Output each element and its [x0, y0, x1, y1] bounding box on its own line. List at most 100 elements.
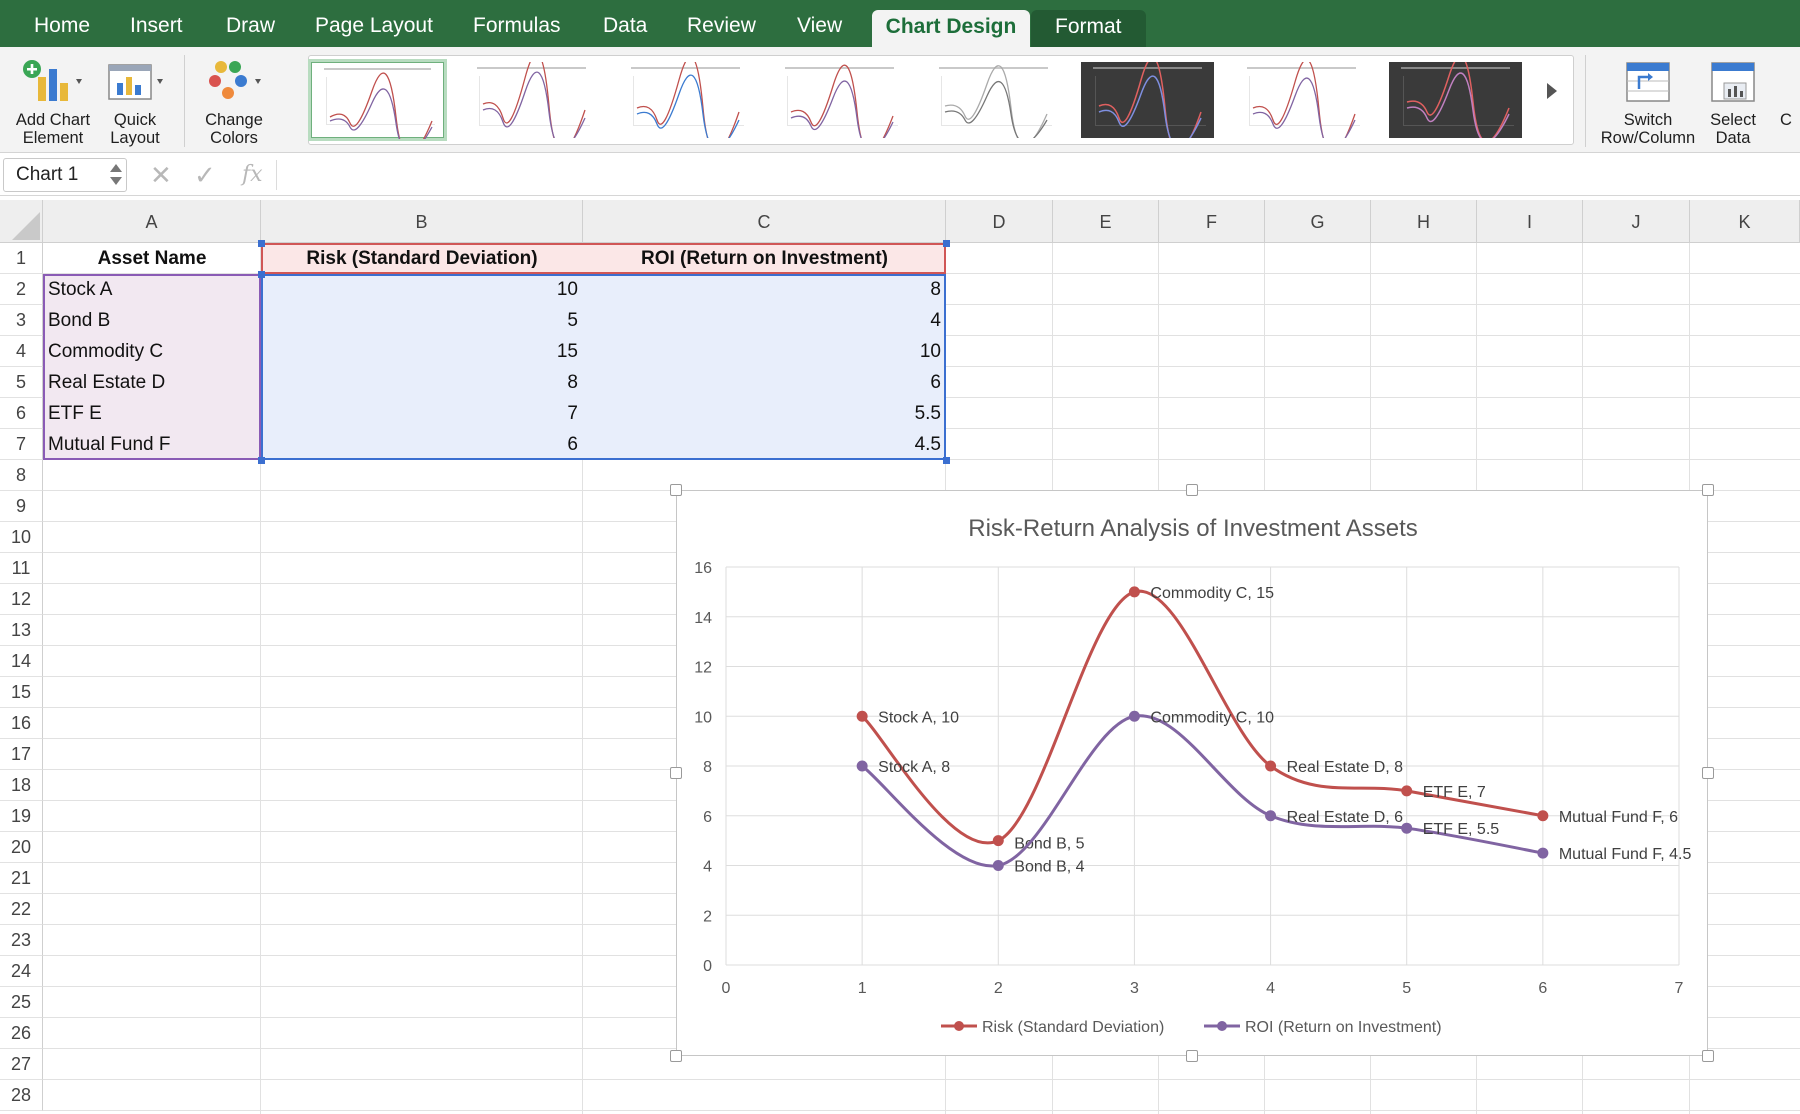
row-header-10[interactable]: 10 [0, 522, 43, 553]
row-header-19[interactable]: 19 [0, 801, 43, 832]
cancel-icon[interactable]: ✕ [150, 160, 172, 190]
row-header-4[interactable]: 4 [0, 336, 43, 367]
roi-cell[interactable]: 10 [919, 341, 941, 362]
chart-resize-handle[interactable] [1186, 1050, 1198, 1062]
formula-input[interactable] [284, 158, 1784, 192]
column-header-g[interactable]: G [1265, 200, 1371, 243]
row-header-13[interactable]: 13 [0, 615, 43, 646]
row-header-11[interactable]: 11 [0, 553, 43, 584]
risk-cell[interactable]: 6 [567, 434, 578, 455]
roi-cell[interactable]: 4 [930, 310, 941, 331]
row-header-2[interactable]: 2 [0, 274, 43, 305]
row-header-7[interactable]: 7 [0, 429, 43, 460]
row-header-16[interactable]: 16 [0, 708, 43, 739]
column-header-j[interactable]: J [1583, 200, 1690, 243]
ribbon-overflow-button[interactable]: C [1780, 47, 1800, 153]
row-header-17[interactable]: 17 [0, 739, 43, 770]
tab-data[interactable]: Data [603, 14, 648, 37]
range-corner-handle[interactable] [943, 457, 950, 464]
column-header-h[interactable]: H [1371, 200, 1477, 243]
chart-object[interactable]: Risk-Return Analysis of Investment Asset… [676, 490, 1708, 1056]
risk-cell[interactable]: 10 [556, 279, 578, 300]
chart-style-2[interactable] [465, 62, 598, 138]
roi-cell[interactable]: 8 [930, 279, 941, 300]
chart-style-6[interactable] [1081, 62, 1214, 138]
tab-insert[interactable]: Insert [130, 14, 183, 37]
row-header-15[interactable]: 15 [0, 677, 43, 708]
range-corner-handle[interactable] [258, 271, 265, 278]
row-header-9[interactable]: 9 [0, 491, 43, 522]
chart-resize-handle[interactable] [1702, 484, 1714, 496]
column-header-i[interactable]: I [1477, 200, 1583, 243]
column-header-k[interactable]: K [1690, 200, 1800, 243]
row-header-28[interactable]: 28 [0, 1080, 43, 1111]
column-header-e[interactable]: E [1053, 200, 1159, 243]
chart-style-5[interactable] [927, 62, 1060, 138]
tab-format[interactable]: Format [1031, 10, 1146, 47]
tab-review[interactable]: Review [687, 14, 756, 37]
row-header-3[interactable]: 3 [0, 305, 43, 336]
tab-page-layout[interactable]: Page Layout [315, 14, 433, 37]
change-colors-button[interactable]: Change Colors [192, 47, 276, 153]
risk-cell[interactable]: 8 [567, 372, 578, 393]
row-header-27[interactable]: 27 [0, 1049, 43, 1080]
tab-chart-design[interactable]: Chart Design [872, 10, 1030, 47]
asset-name-cell[interactable]: Stock A [48, 279, 113, 300]
column-header-d[interactable]: D [946, 200, 1053, 243]
column-header-a[interactable]: A [43, 200, 261, 243]
asset-name-cell[interactable]: ETF E [48, 403, 102, 424]
roi-cell[interactable]: 6 [930, 372, 941, 393]
risk-cell[interactable]: 7 [567, 403, 578, 424]
row-header-22[interactable]: 22 [0, 894, 43, 925]
tab-formulas[interactable]: Formulas [473, 14, 561, 37]
range-corner-handle[interactable] [943, 240, 950, 247]
chart-resize-handle[interactable] [670, 484, 682, 496]
header-cell[interactable]: Risk (Standard Deviation) [306, 248, 538, 269]
row-header-18[interactable]: 18 [0, 770, 43, 801]
chart-style-1[interactable] [308, 59, 447, 141]
column-header-f[interactable]: F [1159, 200, 1265, 243]
name-box-stepper-icon[interactable] [110, 162, 122, 188]
enter-icon[interactable]: ✓ [194, 160, 216, 190]
row-header-14[interactable]: 14 [0, 646, 43, 677]
header-cell[interactable]: ROI (Return on Investment) [640, 248, 888, 269]
row-header-26[interactable]: 26 [0, 1018, 43, 1049]
row-header-24[interactable]: 24 [0, 956, 43, 987]
asset-name-cell[interactable]: Mutual Fund F [48, 434, 171, 455]
row-header-6[interactable]: 6 [0, 398, 43, 429]
tab-home[interactable]: Home [34, 14, 91, 37]
chart-style-7[interactable] [1235, 62, 1368, 138]
row-header-1[interactable]: 1 [0, 243, 43, 274]
chart-resize-handle[interactable] [1186, 484, 1198, 496]
row-header-20[interactable]: 20 [0, 832, 43, 863]
column-header-c[interactable]: C [583, 200, 946, 243]
row-header-23[interactable]: 23 [0, 925, 43, 956]
insert-function-icon[interactable]: fx [242, 162, 263, 187]
gallery-next-arrow-icon[interactable] [1547, 83, 1557, 99]
range-corner-handle[interactable] [258, 457, 265, 464]
row-header-12[interactable]: 12 [0, 584, 43, 615]
chart-resize-handle[interactable] [670, 1050, 682, 1062]
header-cell[interactable]: Asset Name [97, 248, 207, 269]
chart-resize-handle[interactable] [1702, 1050, 1714, 1062]
tab-view[interactable]: View [797, 14, 843, 37]
name-box[interactable]: Chart 1 [3, 158, 127, 192]
chart-style-8[interactable] [1389, 62, 1522, 138]
range-corner-handle[interactable] [258, 240, 265, 247]
chart-style-3[interactable] [619, 62, 752, 138]
row-header-8[interactable]: 8 [0, 460, 43, 491]
quick-layout-button[interactable]: Quick Layout [100, 47, 170, 153]
tab-draw[interactable]: Draw [226, 14, 276, 37]
asset-name-cell[interactable]: Bond B [48, 310, 111, 331]
column-header-b[interactable]: B [261, 200, 583, 243]
row-header-25[interactable]: 25 [0, 987, 43, 1018]
add-chart-element-button[interactable]: Add Chart Element [6, 47, 100, 153]
select-data-button[interactable]: Select Data [1698, 47, 1768, 153]
chart-resize-handle[interactable] [1702, 767, 1714, 779]
roi-cell[interactable]: 4.5 [914, 434, 941, 455]
row-header-5[interactable]: 5 [0, 367, 43, 398]
select-all-corner[interactable] [0, 200, 43, 243]
asset-name-cell[interactable]: Commodity C [48, 341, 164, 362]
chart-resize-handle[interactable] [670, 767, 682, 779]
